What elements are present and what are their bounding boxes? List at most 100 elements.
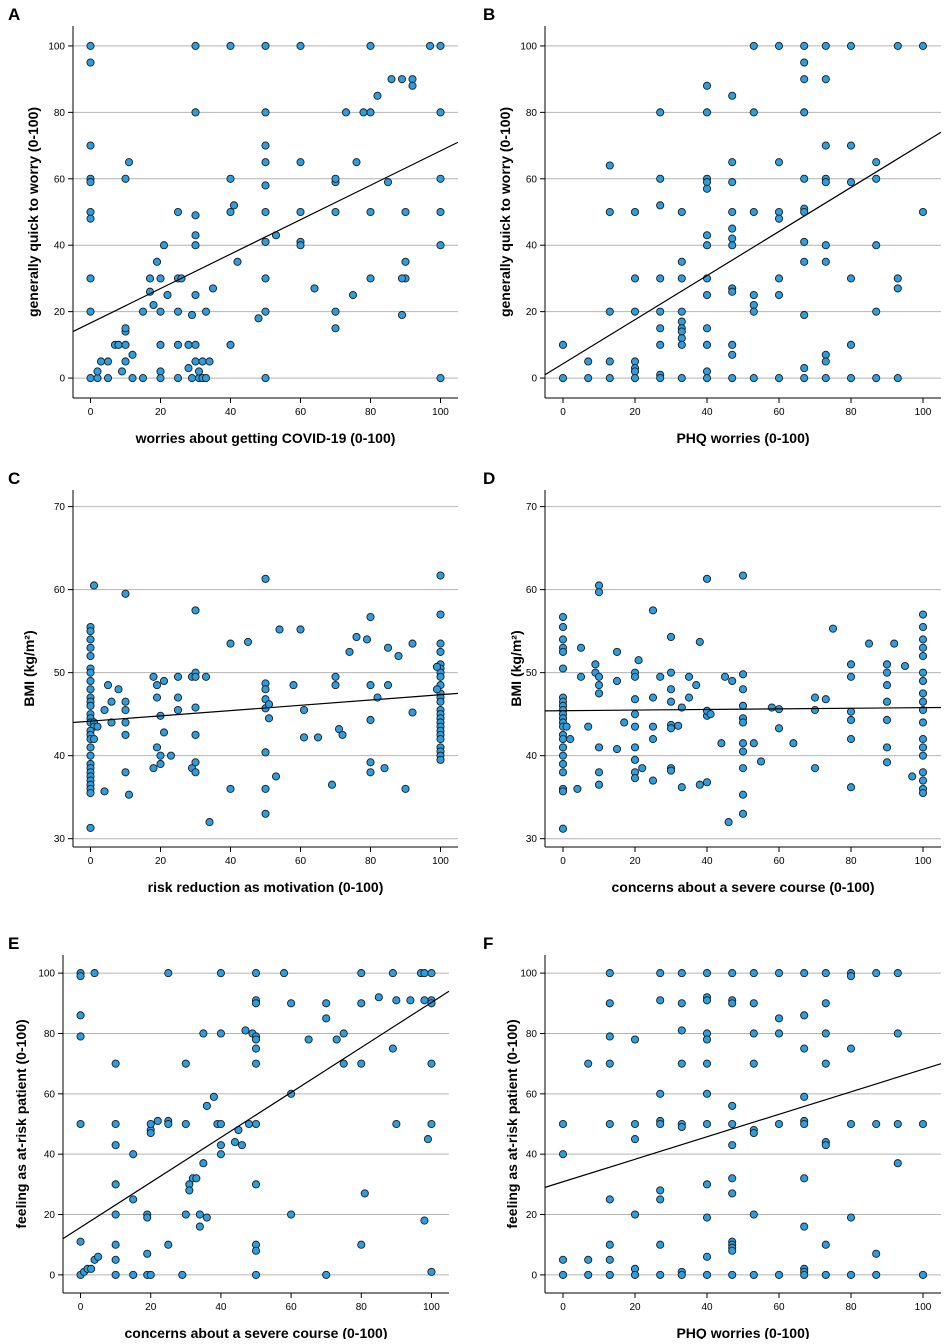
data-point: [436, 571, 445, 580]
data-point: [111, 1059, 120, 1068]
data-point: [436, 639, 445, 648]
data-point: [184, 364, 193, 373]
data-point: [749, 1059, 758, 1068]
y-tick-label: 70: [526, 502, 538, 513]
data-point: [86, 701, 95, 710]
x-tick-label: 100: [423, 1302, 440, 1313]
data-point: [420, 1216, 429, 1225]
data-point: [728, 287, 737, 296]
data-point: [728, 1246, 737, 1255]
x-tick-label: 80: [845, 1302, 857, 1313]
data-point: [872, 1249, 881, 1258]
data-point: [594, 581, 604, 590]
data-point: [800, 1119, 809, 1129]
data-point: [261, 685, 270, 694]
data-point: [674, 721, 683, 730]
data-point: [146, 1270, 155, 1279]
data-point: [677, 307, 686, 316]
x-tick-label: 100: [915, 856, 932, 867]
data-point: [774, 1119, 784, 1129]
data-point: [558, 374, 568, 383]
data-point: [677, 1122, 686, 1132]
data-point: [558, 647, 568, 656]
y-tick-label: 60: [526, 585, 538, 596]
data-point: [436, 207, 445, 217]
data-point: [821, 357, 830, 366]
data-point: [558, 1150, 568, 1159]
data-point: [86, 374, 95, 383]
data-point: [86, 307, 95, 316]
data-point: [173, 374, 183, 383]
data-point: [261, 181, 270, 190]
y-axis-title: BMI (kg/m²): [508, 630, 524, 706]
data-point: [121, 589, 130, 598]
data-point: [656, 672, 665, 681]
y-tick-label: 40: [54, 751, 66, 762]
data-point: [558, 1255, 568, 1264]
data-point: [605, 207, 614, 217]
data-point: [900, 661, 910, 671]
data-point: [800, 374, 809, 383]
data-point: [918, 635, 928, 644]
data-point: [695, 637, 704, 646]
data-point: [594, 681, 604, 690]
data-point: [800, 237, 809, 246]
data-point: [304, 1035, 313, 1044]
data-point: [338, 730, 347, 739]
data-point: [749, 1270, 758, 1279]
data-point: [738, 670, 748, 679]
data-point: [93, 722, 102, 731]
data-point: [774, 214, 784, 223]
data-point: [821, 75, 830, 84]
y-tick-label: 50: [54, 668, 66, 679]
data-point: [774, 969, 784, 978]
data-point: [86, 743, 95, 752]
x-axis-title: PHQ worries (0-100): [676, 430, 809, 446]
data-point: [846, 715, 856, 725]
data-point: [341, 108, 351, 117]
data-point: [261, 307, 270, 316]
data-point: [918, 776, 928, 785]
data-point: [656, 324, 665, 333]
panel-e: E 0 20 40 60 80 100 0 20 40 60 80 100 concerns about …: [8, 934, 450, 1341]
data-point: [584, 374, 593, 383]
data-point: [692, 681, 701, 690]
y-axis-title: feeling as at-risk patient (0-100): [13, 1019, 29, 1228]
data-point: [864, 639, 874, 648]
data-point: [121, 340, 130, 349]
data-point: [918, 788, 928, 798]
data-point: [666, 697, 676, 706]
data-point: [656, 1240, 665, 1249]
data-point: [846, 672, 856, 681]
data-point: [893, 284, 902, 293]
data-point: [728, 158, 737, 167]
data-point: [558, 1270, 568, 1279]
data-point: [630, 755, 640, 764]
data-point: [558, 768, 568, 777]
data-point: [630, 1270, 640, 1279]
data-point: [392, 1119, 401, 1129]
data-point: [216, 1029, 225, 1038]
x-tick-label: 80: [365, 407, 377, 418]
regression-line: [62, 990, 450, 1240]
data-point: [76, 1237, 85, 1246]
data-point: [76, 1119, 85, 1129]
data-point: [226, 41, 235, 50]
data-point: [261, 748, 270, 757]
data-point: [677, 1026, 686, 1035]
data-point: [558, 612, 568, 622]
data-point: [774, 274, 784, 283]
data-point: [846, 707, 856, 716]
data-point: [436, 697, 445, 706]
data-point: [178, 1270, 187, 1279]
data-point: [226, 174, 235, 183]
data-point: [800, 1174, 809, 1183]
data-point: [872, 158, 881, 167]
x-tick-label: 40: [701, 856, 713, 867]
data-point: [360, 1189, 369, 1198]
data-point: [800, 58, 809, 67]
x-tick-label: 60: [773, 407, 785, 418]
data-point: [271, 772, 281, 781]
data-point: [366, 612, 375, 622]
data-point: [226, 207, 235, 217]
